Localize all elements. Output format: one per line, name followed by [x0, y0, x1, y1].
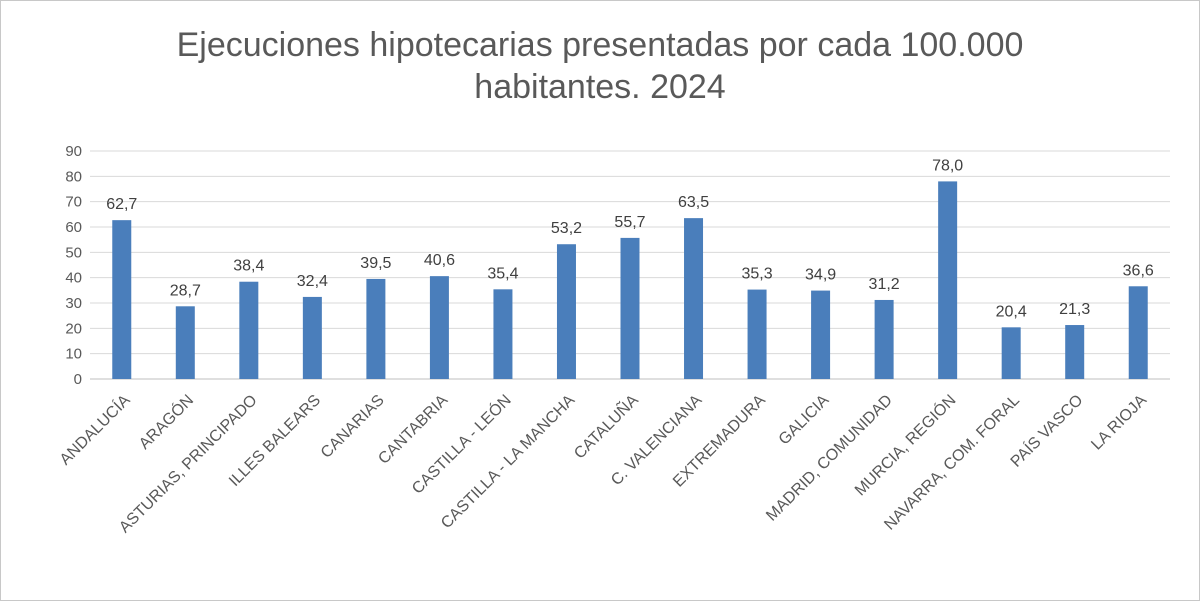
chart-title-line-2: habitantes. 2024 [474, 68, 726, 106]
y-axis: 0 10 20 30 40 50 60 70 80 90 [65, 143, 82, 388]
bar [811, 290, 831, 379]
bar [556, 244, 576, 379]
chart-title-line-1: Ejecuciones hipotecarias presentadas por… [176, 26, 1024, 64]
data-labels: 62,7 28,7 38,4 32,4 39,5 40,6 35,4 53,2 55,7 63,5… [106, 157, 1154, 320]
x-tick-label: MADRID, COMUNIDAD [763, 392, 896, 525]
bar [302, 296, 322, 379]
bar [366, 278, 386, 379]
data-label: 21,3 [1059, 301, 1090, 318]
bars [112, 181, 1148, 379]
data-label: 55,7 [614, 214, 645, 231]
bar [1001, 327, 1021, 379]
x-tick-label: ARAGÓN [135, 390, 197, 452]
bar [429, 276, 449, 379]
bar [1128, 286, 1148, 379]
y-tick-label: 30 [65, 295, 82, 312]
data-label: 31,2 [869, 276, 900, 293]
y-tick-label: 60 [65, 219, 82, 236]
bar [493, 289, 513, 379]
data-label: 40,6 [424, 252, 455, 269]
y-tick-label: 70 [65, 194, 82, 211]
bar [175, 306, 195, 379]
data-label: 62,7 [106, 196, 137, 213]
x-tick-label: NAVARRA, COM. FORAL [881, 392, 1023, 534]
bar [1065, 325, 1085, 379]
data-label: 35,4 [487, 265, 518, 282]
y-tick-label: 10 [65, 346, 82, 363]
data-label: 36,6 [1123, 262, 1154, 279]
data-label: 20,4 [996, 303, 1027, 320]
bar [684, 218, 704, 379]
data-label: 28,7 [170, 282, 201, 299]
x-tick-label: GALICIA [776, 392, 833, 449]
y-tick-label: 90 [65, 143, 82, 160]
chart-title: Ejecuciones hipotecarias presentadas por… [0, 24, 1200, 108]
data-label: 63,5 [678, 194, 709, 211]
bar [747, 289, 767, 379]
data-label: 35,3 [741, 266, 772, 283]
data-label: 78,0 [932, 157, 963, 174]
data-label: 39,5 [360, 255, 391, 272]
bar [620, 237, 640, 379]
bar [239, 281, 259, 379]
bar [112, 220, 132, 379]
x-tick-label: LA RIOJA [1088, 392, 1150, 454]
y-tick-label: 20 [65, 320, 82, 337]
data-label: 34,9 [805, 267, 836, 284]
data-label: 53,2 [551, 220, 582, 237]
x-tick-label: CANARIAS [318, 392, 388, 462]
data-label: 38,4 [233, 258, 264, 275]
x-tick-label: CASTILLA - LA MANCHA [438, 392, 579, 533]
bar [938, 181, 958, 379]
x-tick-label: CATALUÑA [569, 389, 642, 462]
bar [874, 299, 894, 379]
y-tick-label: 0 [74, 371, 82, 388]
x-tick-label: ANDALUCÍA [55, 390, 133, 468]
data-label: 32,4 [297, 273, 328, 290]
y-tick-label: 50 [65, 244, 82, 261]
y-tick-label: 80 [65, 168, 82, 185]
y-tick-label: 40 [65, 270, 82, 287]
